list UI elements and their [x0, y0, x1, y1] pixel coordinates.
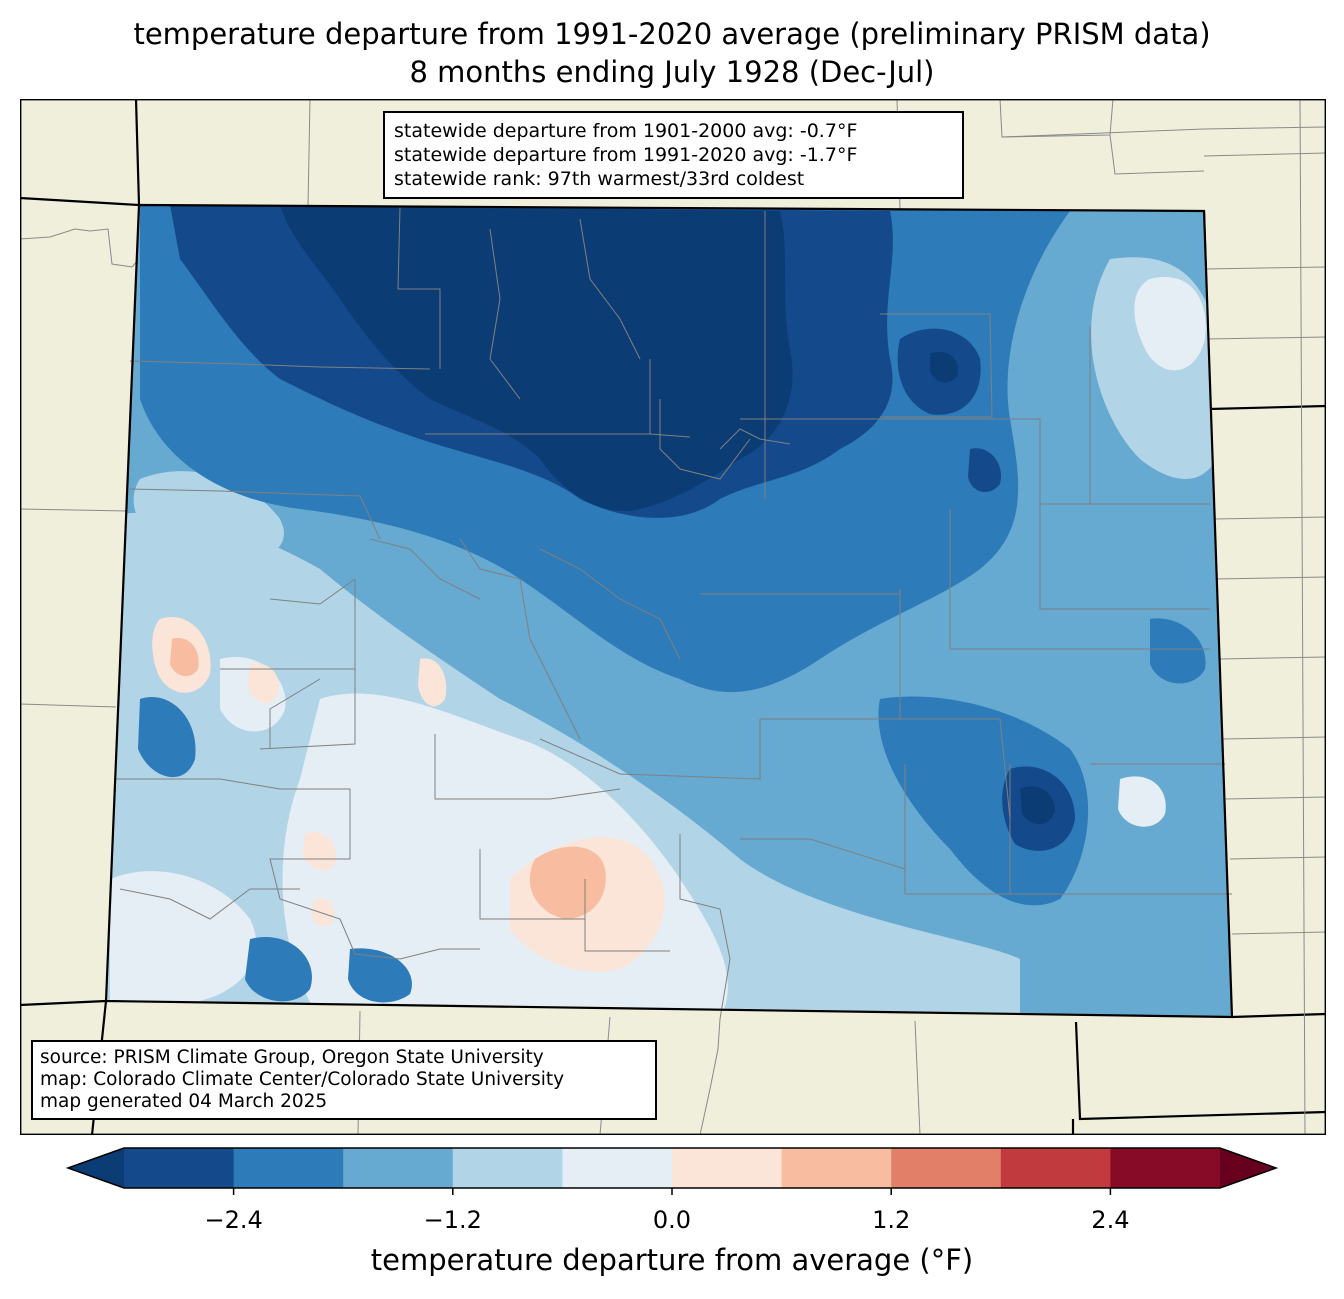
colorbar-segment: [343, 1148, 454, 1188]
colorbar-segment: [233, 1148, 344, 1188]
colorado-boundary: [104, 203, 1234, 1019]
colorbar-tick-label: 2.4: [1091, 1206, 1130, 1234]
colorbar-outline: [65, 1147, 1279, 1189]
colorbar-segment: [124, 1148, 235, 1188]
map-subtitle: 8 months ending July 1928 (Dec-Jul): [409, 55, 935, 89]
temperature-map: [20, 99, 1326, 1135]
colorbar-extend-low: [68, 1148, 124, 1188]
statewide-stats-box: statewide departure from 1901-2000 avg: …: [383, 111, 964, 199]
colorbar-tick-label: −1.2: [423, 1206, 482, 1234]
colorbar-tick-label: −2.4: [204, 1206, 263, 1234]
colorbar-label: temperature departure from average (°F): [370, 1243, 974, 1277]
colorbar-segment: [891, 1148, 1002, 1188]
colorbar-tick-label: 0.0: [652, 1206, 692, 1234]
temperature-field: [106, 205, 1232, 1017]
colorbar-segment: [1000, 1148, 1111, 1188]
source-line: source: PRISM Climate Group, Oregon Stat…: [40, 1047, 544, 1068]
map-frame: [20, 99, 1326, 1135]
colorbar: [65, 1147, 1279, 1195]
stats-line: statewide departure from 1901-2000 avg: …: [394, 120, 858, 142]
stats-line: statewide departure from 1991-2020 avg: …: [394, 144, 858, 166]
colorbar-segment: [562, 1148, 673, 1188]
colorbar-tick-label: 1.2: [872, 1206, 911, 1234]
stats-line: statewide rank: 97th warmest/33rd coldes…: [394, 168, 805, 190]
colorbar-segment: [781, 1148, 892, 1188]
map-title: temperature departure from 1991-2020 ave…: [133, 17, 1211, 51]
source-box: source: PRISM Climate Group, Oregon Stat…: [31, 1040, 657, 1120]
colorbar-extend-high: [1220, 1148, 1276, 1188]
colorbar-segment: [452, 1148, 563, 1188]
colorbar-segment: [1110, 1148, 1221, 1188]
county-lines: [115, 206, 1232, 1020]
source-line: map: Colorado Climate Center/Colorado St…: [40, 1069, 565, 1090]
colorbar-segment: [672, 1148, 783, 1188]
source-line: map generated 04 March 2025: [40, 1091, 328, 1112]
